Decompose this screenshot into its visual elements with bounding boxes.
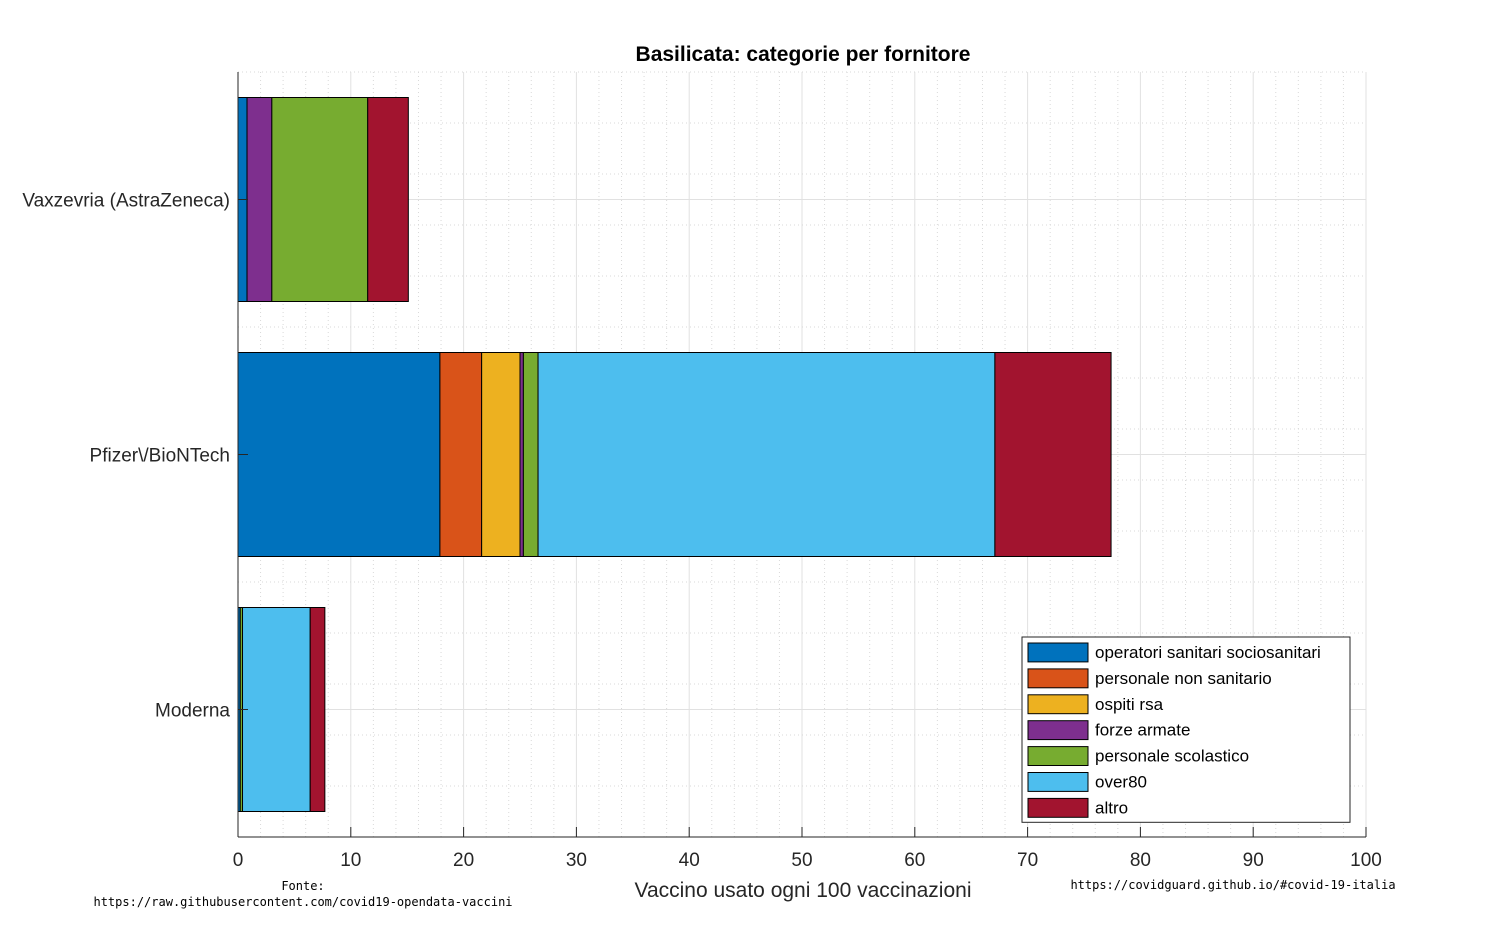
legend-label: personale non sanitario: [1095, 669, 1272, 688]
legend-label: ospiti rsa: [1095, 695, 1164, 714]
legend: operatori sanitari sociosanitari personal…: [1021, 636, 1351, 823]
bar-segment: [271, 97, 369, 302]
bar-segment: [309, 607, 326, 812]
x-tick-label: 90: [1243, 850, 1264, 871]
x-axis-label: Vaccino usato ogni 100 vaccinazioni: [635, 879, 972, 902]
bar-segment: [481, 352, 521, 557]
x-tick-label: 10: [340, 850, 361, 871]
legend-swatch: [1027, 797, 1089, 818]
bar-segment: [519, 352, 524, 557]
x-tick-label: 50: [791, 850, 812, 871]
legend-label: altro: [1095, 798, 1128, 817]
y-tick-labels: Vaxzevria (AstraZeneca) Pfizer\/BioNTech M…: [22, 191, 230, 722]
legend-label: over80: [1095, 772, 1147, 791]
legend-label: operatori sanitari sociosanitari: [1095, 643, 1321, 662]
bar-segment: [994, 352, 1112, 557]
bar-segment: [246, 97, 273, 302]
x-tick-label: 70: [1017, 850, 1038, 871]
legend-swatch: [1027, 772, 1089, 792]
source-url: https://raw.githubusercontent.com/covid1…: [93, 895, 512, 909]
x-tick-label: 20: [453, 850, 474, 871]
x-tick-label: 30: [566, 850, 587, 871]
x-tick-label: 100: [1350, 850, 1382, 871]
legend-swatch: [1027, 668, 1089, 689]
bars: [237, 97, 1112, 812]
bar-segment: [537, 352, 996, 557]
bar-segment: [439, 352, 483, 557]
source-label: Fonte:: [281, 879, 324, 893]
legend-label: personale scolastico: [1095, 747, 1249, 766]
legend-swatch: [1027, 694, 1089, 715]
axes: [237, 72, 1367, 838]
x-tick-label: 60: [904, 850, 925, 871]
x-tick-label: 40: [679, 850, 700, 871]
chart-title: Basilicata: categorie per fornitore: [636, 43, 971, 66]
x-tick-label: 80: [1130, 850, 1151, 871]
legend-label: forze armate: [1095, 721, 1190, 740]
legend-swatch: [1027, 720, 1089, 741]
bar-segment: [242, 607, 311, 812]
y-tick-label: Vaxzevria (AstraZeneca): [22, 191, 230, 212]
x-tick-labels: 0 10 20 30 40 50 60 70 80 90 100: [233, 850, 1382, 871]
bar-segment: [237, 352, 441, 557]
y-tick-label: Moderna: [155, 701, 230, 722]
site-url: https://covidguard.github.io/#covid-19-i…: [1070, 878, 1395, 892]
x-tick-label: 0: [233, 850, 244, 871]
bar-segment: [522, 352, 539, 557]
legend-swatch: [1027, 642, 1089, 663]
legend-swatch: [1027, 746, 1089, 766]
y-tick-label: Pfizer\/BioNTech: [90, 446, 230, 467]
bar-segment: [367, 97, 409, 302]
